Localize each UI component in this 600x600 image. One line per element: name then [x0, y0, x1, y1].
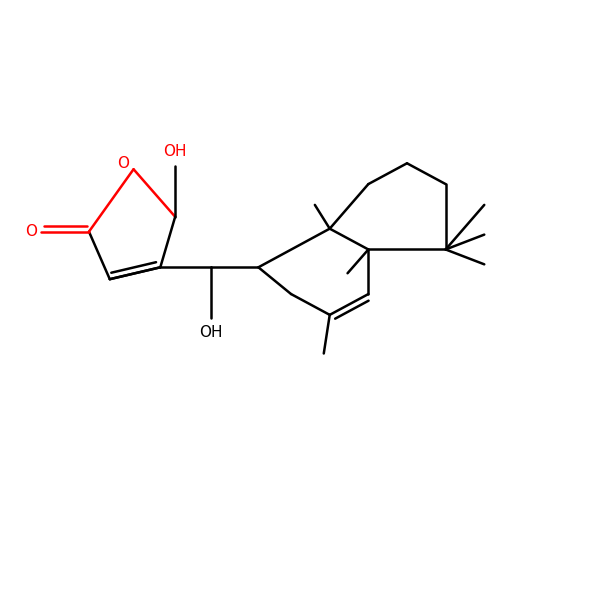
- Text: O: O: [25, 224, 37, 239]
- Text: OH: OH: [199, 325, 223, 340]
- Text: O: O: [117, 156, 129, 171]
- Text: OH: OH: [163, 144, 187, 159]
